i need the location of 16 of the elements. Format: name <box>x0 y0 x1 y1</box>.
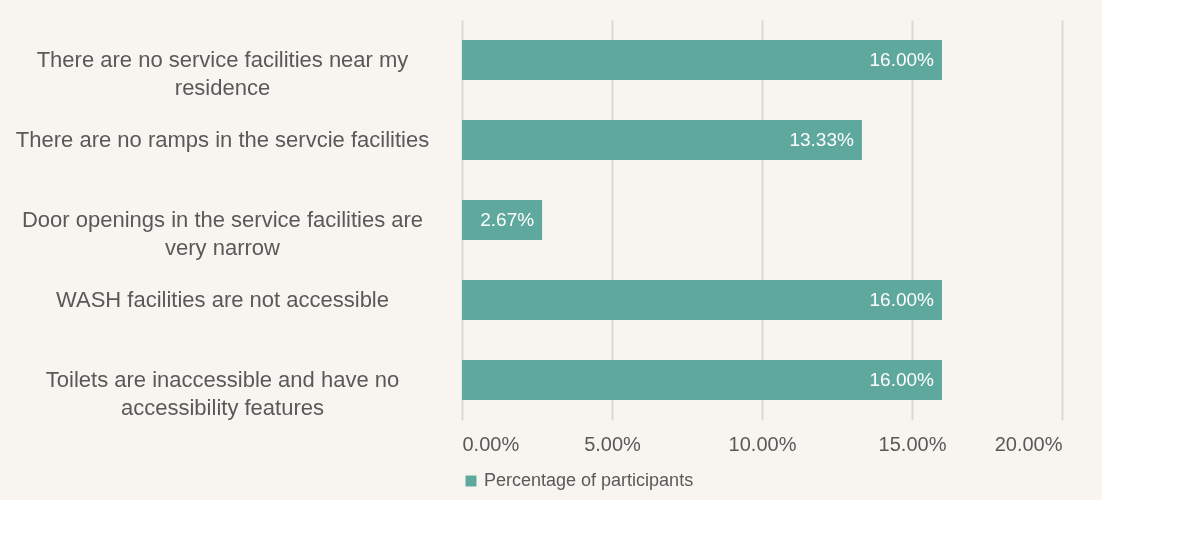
y-tick-label: There are no service facilities near my residence <box>36 47 409 100</box>
legend-label: Percentage of participants <box>484 470 694 490</box>
data-label: 2.67% <box>480 209 535 230</box>
y-tick-label: There are no ramps in the servcie facilities <box>15 127 430 152</box>
x-tick-label: 0.00% <box>462 432 520 455</box>
y-tick-label: Door openings in the service facilities are very narrow <box>21 207 424 260</box>
data-label: 16.00% <box>869 49 935 70</box>
x-tick-label: 5.00% <box>584 432 642 455</box>
data-label: 16.00% <box>869 289 935 310</box>
x-tick-label: 20.00% <box>994 432 1063 455</box>
y-tick-label: Toilets are inaccessible and have no accessibility features <box>45 367 400 420</box>
data-label: 13.33% <box>789 129 854 150</box>
x-tick-label: 10.00% <box>728 432 797 455</box>
data-label: 16.00% <box>869 369 935 390</box>
x-tick-label: 15.00% <box>878 432 947 455</box>
y-tick-label: WASH facilities are not accessible <box>56 287 389 312</box>
